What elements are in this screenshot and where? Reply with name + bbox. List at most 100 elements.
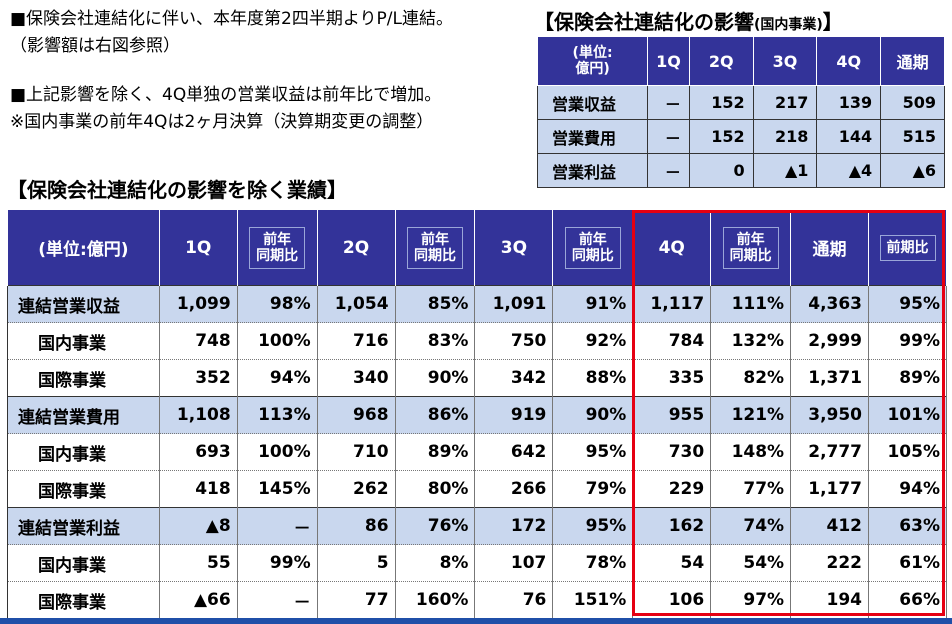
impact-col-header: 1Q [647,36,690,86]
table-cell: 91% [552,285,634,323]
row-label: 連結営業費用 [7,396,160,434]
table-cell: 148% [710,433,792,471]
table-cell: 716 [317,322,396,360]
col-header-ratio: 前年 同期比 [394,210,476,286]
row-label: 国内事業 [7,433,160,471]
impact-cell: 217 [752,85,818,120]
impact-row: 営業収益－ 152 217 139 509 [536,85,945,120]
table-cell: 106 [632,581,712,619]
impact-col-header: 通期 [880,36,945,86]
impact-cell: ▲6 [880,153,945,188]
note-line: ■保険会社連結化に伴い、本年度第2四半期よりP/L連結。 [10,9,453,29]
table-cell: 919 [474,396,554,434]
impact-cell: 139 [816,85,882,120]
table-cell: 1,091 [474,285,554,323]
col-header-1q: 1Q [158,210,238,286]
impact-cell: 218 [752,119,818,154]
row-label: 国際事業 [7,581,160,619]
table-cell: 88% [552,359,634,397]
table-cell: 90% [395,359,476,397]
table-cell: 107 [474,544,554,582]
table-cell: 642 [474,433,554,471]
table-cell: 222 [790,544,870,582]
table-cell: 95% [868,285,947,323]
table-cell: － [237,581,318,619]
impact-unit-header: (単位: 億円) [536,36,649,86]
impact-col-header: 4Q [816,36,882,86]
note-line: ※国内事業の前年4Qは2ヶ月決算（決算期変更の調整） [10,112,434,132]
table-cell: 145% [237,470,318,508]
table-cell: 94% [237,359,318,397]
table-cell: 99% [868,322,947,360]
table-cell: 83% [395,322,476,360]
note-line: （影響額は右図参照） [10,36,180,56]
table-cell: 54% [710,544,792,582]
table-cell: 90% [552,396,634,434]
col-header-ratio: 前年 同期比 [236,210,318,286]
table-cell: 95% [552,433,634,471]
table-cell: 352 [159,359,238,397]
table-row: 国際事業 ▲66 － 77 160% 76 151% 106 97% 194 66% [7,581,947,619]
table-cell: 412 [790,507,870,545]
note-line: ■上記影響を除く、4Q単独の営業収益は前年比で増加。 [10,85,442,105]
impact-title: 【保険会社連結化の影響(国内事業)】 [534,10,843,34]
table-cell: 111% [710,285,792,323]
table-cell: 693 [159,433,238,471]
table-cell: 92% [552,322,634,360]
table-cell: 162 [632,507,712,545]
table-cell: 86% [395,396,476,434]
table-cell: 750 [474,322,554,360]
table-row: 国際事業 352 94% 340 90% 342 88% 335 82% 1,371 89% [7,359,947,397]
table-row: 国際事業 418 145% 262 80% 266 79% 229 77% 1,177 94% [7,470,947,508]
impact-col-header: 2Q [688,36,754,86]
table-cell: 89% [868,359,947,397]
table-cell: 1,371 [790,359,870,397]
table-cell: 95% [552,507,634,545]
impact-row: 営業費用－ 152 218 144 515 [536,119,945,154]
col-header-fy: 通期 [790,210,870,286]
table-cell: 5 [317,544,396,582]
row-label: 国内事業 [7,322,160,360]
row-label: 国際事業 [7,470,160,508]
col-header-ratio-fy: 前期比 [868,210,947,286]
impact-cell: 0 [688,153,754,188]
table-cell: 340 [317,359,396,397]
table-cell: 100% [237,322,318,360]
col-header-3q: 3Q [474,210,554,286]
table-cell: 77% [710,470,792,508]
col-header-ratio: 前年 同期比 [552,210,634,286]
table-cell: 94% [868,470,947,508]
table-row: 国内事業 55 99% 5 8% 107 78% 54 54% 222 61% [7,544,947,582]
table-cell: 97% [710,581,792,619]
col-header-4q: 4Q [632,210,712,286]
impact-cell: 515 [880,119,945,154]
table-cell: 121% [710,396,792,434]
row-label: 連結営業収益 [7,285,160,323]
table-cell: 229 [632,470,712,508]
table-cell: 61% [868,544,947,582]
table-cell: 54 [632,544,712,582]
table-cell: 151% [552,581,634,619]
impact-row-label: 営業収益 [536,85,649,120]
table-cell: 160% [395,581,476,619]
row-label: 国内事業 [7,544,160,582]
table-cell: 77 [317,581,396,619]
impact-cell: 152 [688,85,754,120]
impact-cell: 152 [688,119,754,154]
table-cell: 1,117 [632,285,712,323]
table-cell: 1,177 [790,470,870,508]
table-cell: 748 [159,322,238,360]
impact-cell: ▲4 [816,153,882,188]
table-cell: 342 [474,359,554,397]
impact-row-label: 営業利益 [536,153,649,188]
table-cell: 79% [552,470,634,508]
table-cell: 85% [395,285,476,323]
impact-cell: － [647,85,690,120]
impact-cell: ▲1 [752,153,818,188]
row-label: 国際事業 [7,359,160,397]
impact-col-header: 3Q [752,36,818,86]
impact-cell: － [647,119,690,154]
table-cell: 66% [868,581,947,619]
impact-row: 営業利益－ 0 ▲1 ▲4 ▲6 [536,153,945,188]
table-cell: 132% [710,322,792,360]
